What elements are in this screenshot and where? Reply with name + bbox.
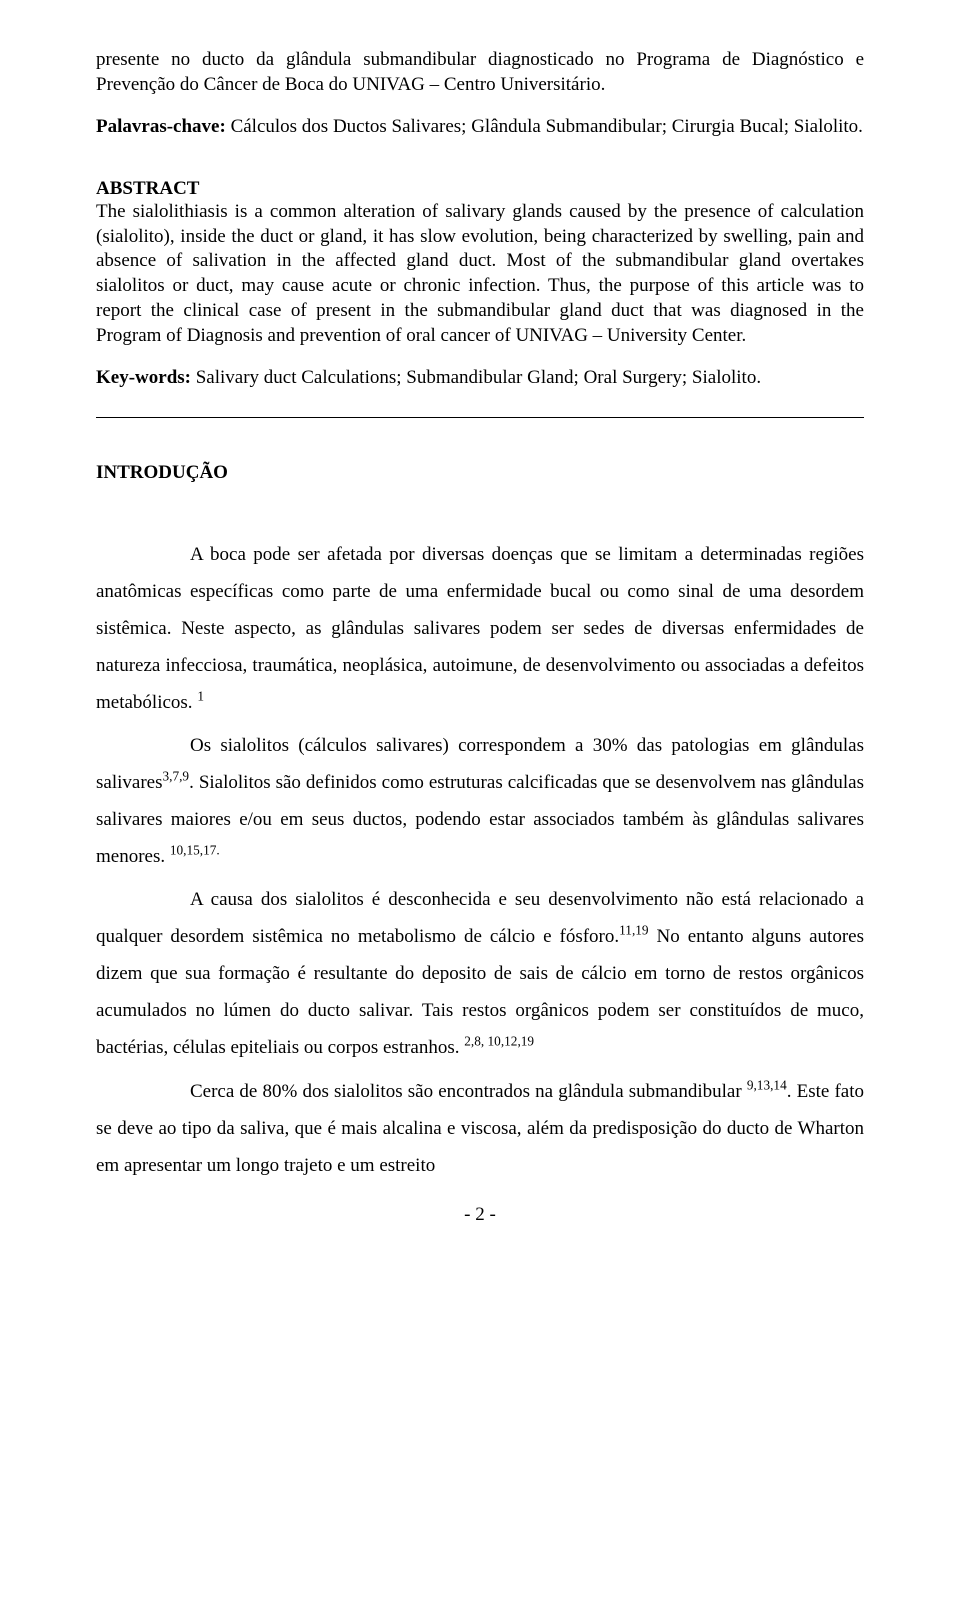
resumo-tail-paragraph: presente no ducto da glândula submandibu… (96, 48, 864, 97)
introducao-heading: INTRODUÇÃO (96, 462, 864, 484)
intro-p4-text-a: Cerca de 80% dos sialolitos são encontra… (190, 1081, 747, 1102)
palavras-chave-text: Cálculos dos Ductos Salivares; Glândula … (226, 116, 863, 137)
keywords-text: Salivary duct Calculations; Submandibula… (191, 367, 761, 388)
intro-p1-text: A boca pode ser afetada por diversas doe… (96, 544, 864, 713)
intro-paragraph-2: Os sialolitos (cálculos salivares) corre… (96, 727, 864, 875)
citation-sup: 3,7,9 (162, 769, 189, 784)
section-divider (96, 417, 864, 418)
intro-paragraph-4: Cerca de 80% dos sialolitos são encontra… (96, 1073, 864, 1184)
keywords-line: Key-words: Salivary duct Calculations; S… (96, 366, 864, 391)
citation-sup: 11,19 (619, 923, 648, 938)
citation-sup: 10,15,17. (170, 843, 220, 858)
intro-paragraph-1: A boca pode ser afetada por diversas doe… (96, 536, 864, 721)
keywords-label: Key-words: (96, 367, 191, 388)
intro-paragraph-3: A causa dos sialolitos é desconhecida e … (96, 881, 864, 1066)
palavras-chave-line: Palavras-chave: Cálculos dos Ductos Sali… (96, 115, 864, 140)
page-number: - 2 - (96, 1204, 864, 1226)
citation-sup: 1 (197, 689, 204, 704)
citation-sup: 2,8, 10,12,19 (464, 1034, 534, 1049)
abstract-paragraph: The sialolithiasis is a common alteratio… (96, 200, 864, 348)
palavras-chave-label: Palavras-chave: (96, 116, 226, 137)
abstract-heading: ABSTRACT (96, 178, 864, 200)
citation-sup: 9,13,14 (747, 1077, 787, 1092)
